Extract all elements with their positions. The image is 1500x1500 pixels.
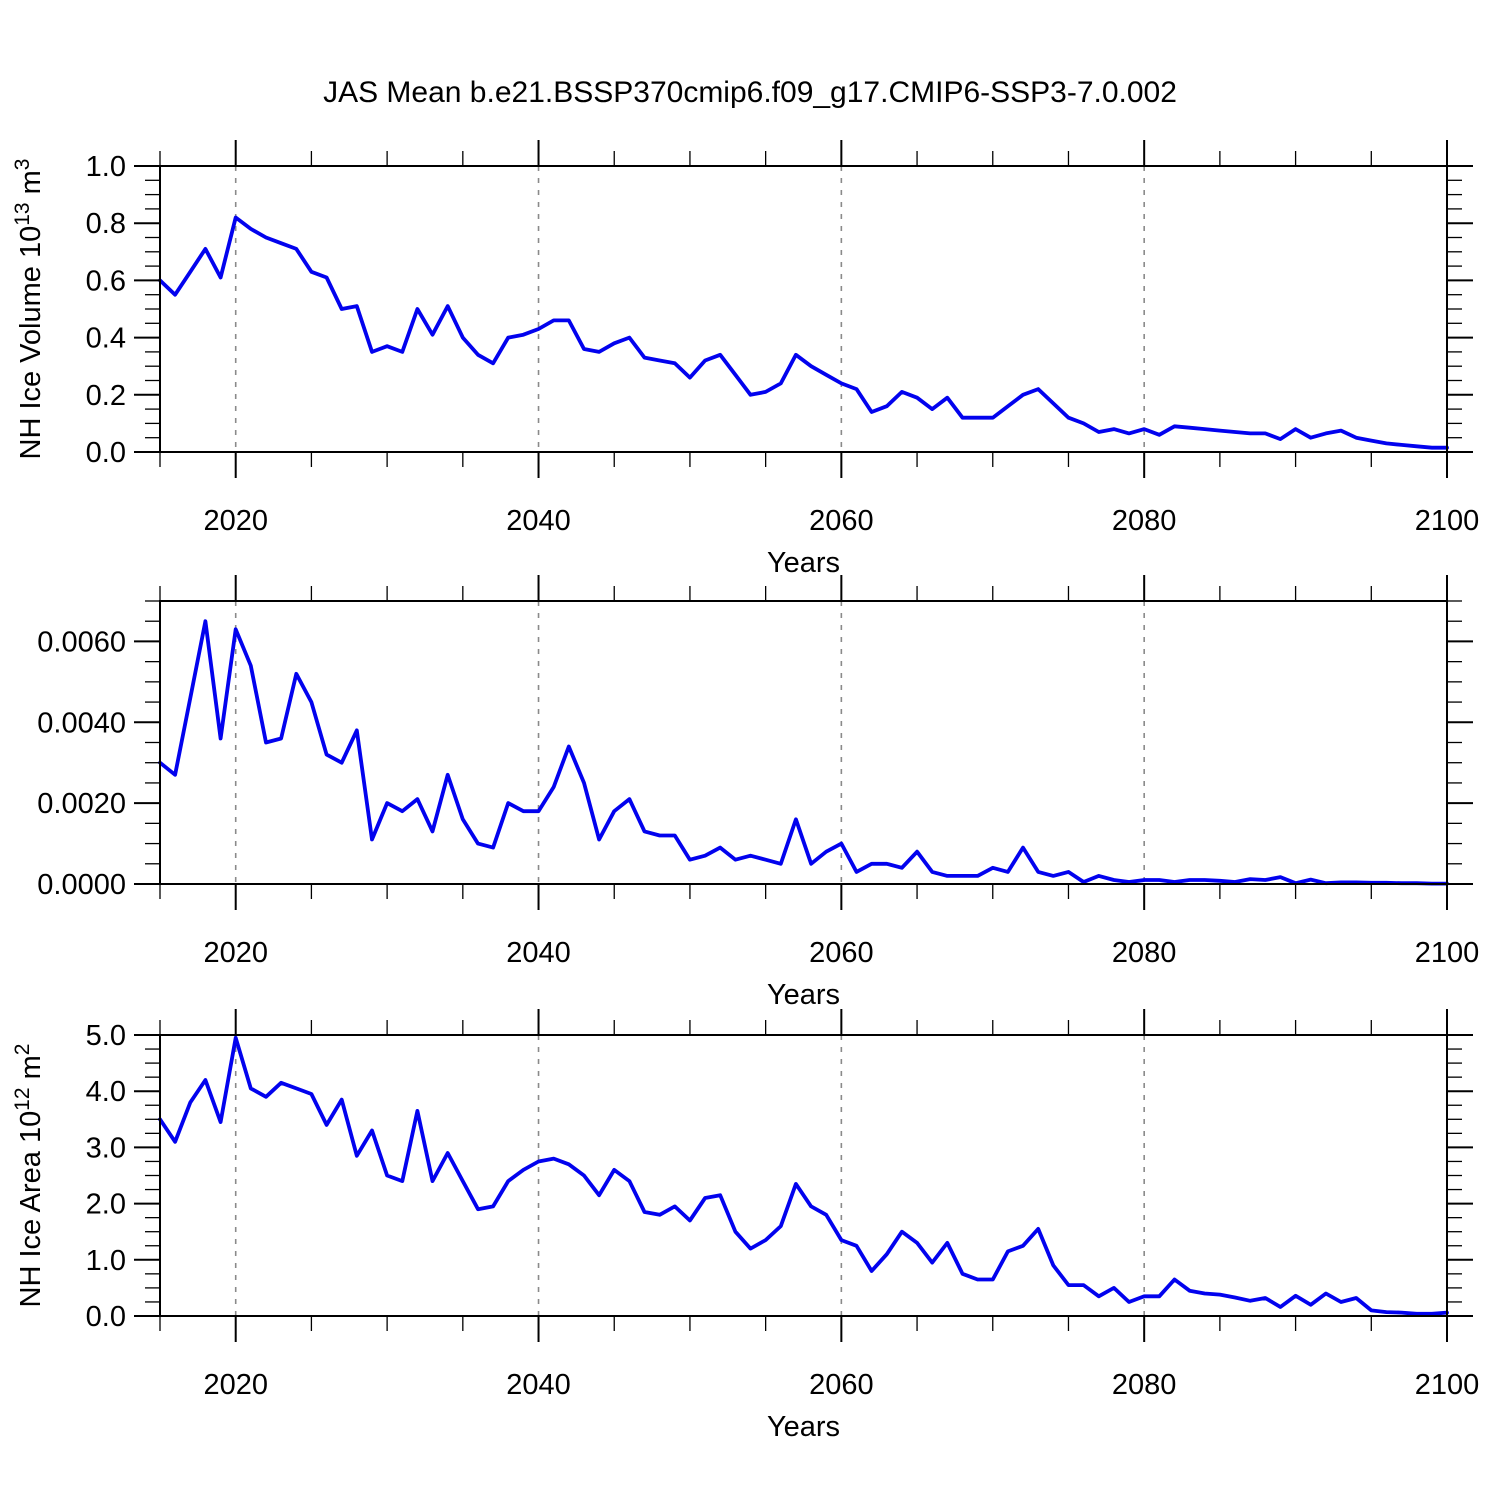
y-tick-label: 0.0: [86, 437, 126, 469]
y-axis-title: NH Ice Volume 1013 m3: [11, 159, 47, 460]
series-line: [158, 1035, 1449, 1316]
y-axis-title-part: 13: [11, 202, 34, 225]
y-axis-title-part: 2: [11, 1044, 34, 1056]
panel-middle-series: 2020 2040 2060 2080 2100 0.0000 0.0020 0.0040 0.…: [37, 575, 1479, 1011]
y-tick-label: 3.0: [86, 1132, 126, 1164]
series-line: [158, 619, 1449, 886]
panel-nh-ice-area: 2020 2040 2060 2080 2100 0.0 1.0 2.0 3.0 4.0 5.0 Ye…: [11, 1009, 1479, 1443]
x-tick-label: 2040: [506, 937, 571, 969]
x-tick-label: 2060: [809, 1369, 874, 1401]
y-tick-label: 1.0: [86, 1245, 126, 1277]
y-tick-label: 0.0040: [37, 707, 126, 739]
figure-title: JAS Mean b.e21.BSSP370cmip6.f09_g17.CMIP…: [323, 76, 1177, 109]
y-tick-label: 4.0: [86, 1076, 126, 1108]
y-tick-label: 0.0000: [37, 869, 126, 901]
y-axis-title: NH Ice Area 1012 m2: [11, 1044, 47, 1308]
x-tick-label: 2100: [1415, 937, 1480, 969]
plot-frame: [159, 1034, 1448, 1317]
y-axis-title-part: NH Ice Volume 10: [15, 226, 47, 460]
x-tick-label: 2020: [203, 1369, 268, 1401]
y-axis-title-part: 3: [11, 159, 34, 171]
y-tick-label: 2.0: [86, 1189, 126, 1221]
panel-nh-ice-volume: 2020 2040 2060 2080 2100 0.0 0.2 0.4 0.6 0.8 1.0 Ye…: [11, 140, 1479, 579]
y-axis-title-part: m: [15, 1055, 47, 1087]
y-axis-title-part: NH Ice Area 10: [15, 1111, 47, 1308]
y-tick-label: 1.0: [86, 151, 126, 183]
x-tick-label: 2020: [203, 505, 268, 537]
x-axis-title: Years: [767, 979, 840, 1011]
y-axis-title-part: 12: [11, 1087, 34, 1110]
y-tick-label: 0.0060: [37, 626, 126, 658]
x-tick-label: 2040: [506, 505, 571, 537]
y-tick-label: 0.2: [86, 380, 126, 412]
plot-frame: [159, 165, 1448, 453]
x-tick-label: 2100: [1415, 505, 1480, 537]
y-tick-label: 5.0: [86, 1020, 126, 1052]
y-tick-label: 0.0020: [37, 788, 126, 820]
x-tick-label: 2100: [1415, 1369, 1480, 1401]
x-tick-label: 2080: [1112, 1369, 1177, 1401]
x-tick-label: 2060: [809, 937, 874, 969]
x-tick-label: 2020: [203, 937, 268, 969]
y-tick-label: 0.0: [86, 1301, 126, 1333]
y-tick-label: 0.8: [86, 208, 126, 240]
x-tick-label: 2060: [809, 505, 874, 537]
y-axis-title-part: m: [15, 170, 47, 202]
x-tick-label: 2080: [1112, 937, 1177, 969]
x-tick-label: 2080: [1112, 505, 1177, 537]
x-tick-label: 2040: [506, 1369, 571, 1401]
x-axis-title: Years: [767, 547, 840, 579]
series-line: [158, 215, 1449, 450]
y-tick-label: 0.6: [86, 265, 126, 297]
y-tick-label: 0.4: [86, 323, 126, 355]
x-axis-title: Years: [767, 1411, 840, 1443]
